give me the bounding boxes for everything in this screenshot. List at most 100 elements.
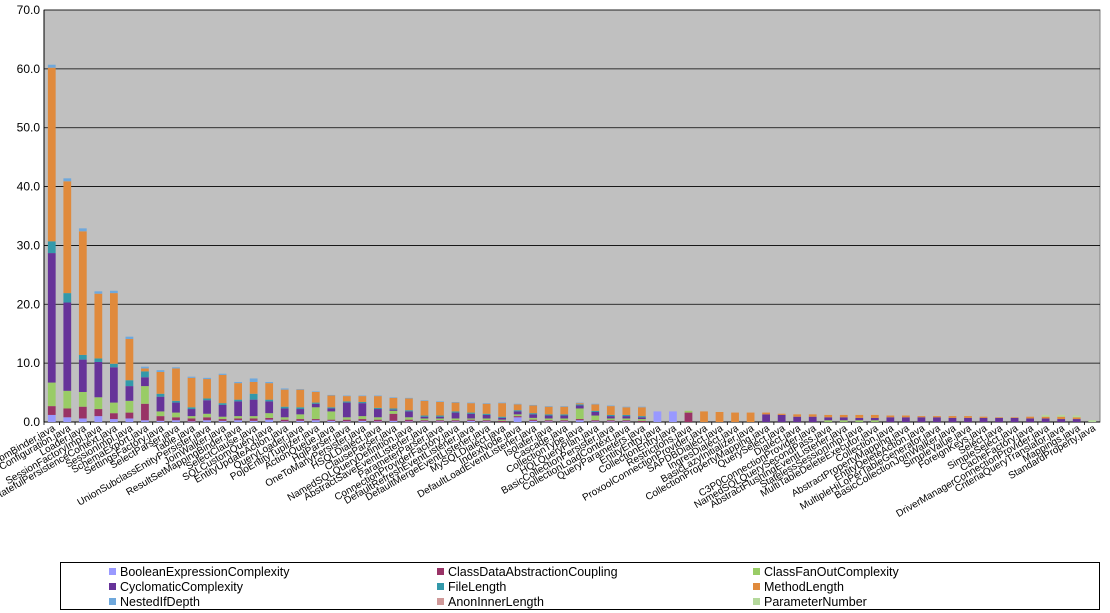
bar-segment xyxy=(498,419,506,421)
bar-segment xyxy=(560,406,569,415)
bar-segment xyxy=(203,379,211,399)
bar-segment xyxy=(498,420,506,422)
bar-segment xyxy=(420,416,429,419)
bar-segment xyxy=(451,411,460,413)
bar-segment xyxy=(203,377,211,380)
bar-segment xyxy=(296,389,305,408)
legend-label: AnonInnerLength xyxy=(448,594,544,609)
bar-segment xyxy=(125,418,134,422)
bar-segment xyxy=(187,376,196,378)
bar-segment xyxy=(870,417,879,421)
bar-segment xyxy=(451,420,460,422)
legend-item: ClassFanOutComplexity xyxy=(753,564,899,579)
bar-segment xyxy=(342,421,351,422)
bar-segment xyxy=(560,418,569,421)
bar-segment xyxy=(311,391,320,392)
bar-segment xyxy=(94,397,103,410)
bar-segment xyxy=(436,418,444,421)
bar-segment xyxy=(544,420,553,422)
bar-segment xyxy=(47,253,56,383)
bar-segment xyxy=(1072,415,1081,418)
bar-segment xyxy=(63,293,72,303)
bar-segment xyxy=(467,412,475,414)
bar-segment xyxy=(948,416,957,418)
bar-segment xyxy=(358,396,367,402)
bar-segment xyxy=(513,410,522,412)
bar-segment xyxy=(793,416,802,422)
bar-segment xyxy=(47,241,56,254)
bar-segment xyxy=(249,381,258,394)
bar-segment xyxy=(311,403,320,408)
bar-segment xyxy=(560,420,569,422)
bar-segment xyxy=(591,411,600,416)
bar-segment xyxy=(808,416,817,422)
bar-segment xyxy=(78,359,87,392)
bar-segment xyxy=(374,409,382,418)
bar-segment xyxy=(342,419,351,422)
bar-segment xyxy=(902,417,910,422)
bar-segment xyxy=(78,228,87,232)
bar-segment xyxy=(638,407,646,417)
y-tick-label: 50.0 xyxy=(17,121,41,135)
bar-segment xyxy=(575,402,584,404)
bar-segment xyxy=(1072,419,1081,422)
bar-segment xyxy=(265,383,274,400)
bar-segment xyxy=(218,419,227,421)
bar-segment xyxy=(296,407,305,410)
bar-segment xyxy=(141,377,149,387)
legend-label: FileLength xyxy=(448,579,507,594)
legend-label: NestedIfDepth xyxy=(120,594,200,609)
bar-segment xyxy=(622,418,631,421)
legend-swatch xyxy=(437,598,444,605)
bar-segment xyxy=(575,408,584,420)
bar-segment xyxy=(47,406,56,415)
bar-segment xyxy=(902,415,910,418)
bar-segment xyxy=(731,412,739,422)
bar-segment xyxy=(78,231,87,355)
bar-segment xyxy=(606,405,615,407)
bar-segment xyxy=(498,416,506,418)
chart: 0.010.020.030.040.050.060.070.0HbmBinder… xyxy=(0,3,1101,520)
bar-segment xyxy=(684,410,693,413)
bar-segment xyxy=(311,391,320,403)
bar-segment xyxy=(622,406,631,408)
bar-segment xyxy=(529,404,538,406)
bar-segment xyxy=(482,413,491,415)
legend-swatch xyxy=(753,598,760,605)
bar-segment xyxy=(94,291,103,294)
bar-segment xyxy=(700,411,708,422)
bar-segment xyxy=(529,417,538,420)
bar-segment xyxy=(451,401,460,403)
bar-segment xyxy=(110,413,118,420)
bar-segment xyxy=(125,400,134,413)
legend-item: ClassDataAbstractionCoupling xyxy=(437,564,618,579)
bar-segment xyxy=(824,420,833,422)
bar-segment xyxy=(63,417,72,422)
bar-segment xyxy=(110,363,118,368)
legend-label: CyclomaticComplexity xyxy=(120,579,243,594)
bar-segment xyxy=(327,407,336,409)
bar-segment xyxy=(839,420,848,422)
bar-segment xyxy=(575,403,584,405)
bar-segment xyxy=(482,403,491,414)
bar-segment xyxy=(1057,416,1066,420)
legend-swatch xyxy=(753,583,760,590)
bar-segment xyxy=(979,416,988,418)
bar-segment xyxy=(638,406,646,408)
legend-item: NestedIfDepth xyxy=(109,594,200,609)
bar-segment xyxy=(280,419,289,422)
bar-segment xyxy=(265,419,274,422)
bar-segment xyxy=(374,395,382,397)
bar-segment xyxy=(327,419,336,421)
bar-segment xyxy=(933,416,941,418)
bar-segment xyxy=(855,414,864,418)
bar-segment xyxy=(870,414,879,418)
bar-segment xyxy=(917,416,926,418)
bar-segment xyxy=(591,421,600,422)
bar-segment xyxy=(374,396,382,408)
bar-segment xyxy=(389,409,398,411)
legend-item: MethodLength xyxy=(753,579,844,594)
bar-segment xyxy=(203,417,211,421)
bar-segment xyxy=(187,377,196,408)
bar-segment xyxy=(141,366,149,369)
